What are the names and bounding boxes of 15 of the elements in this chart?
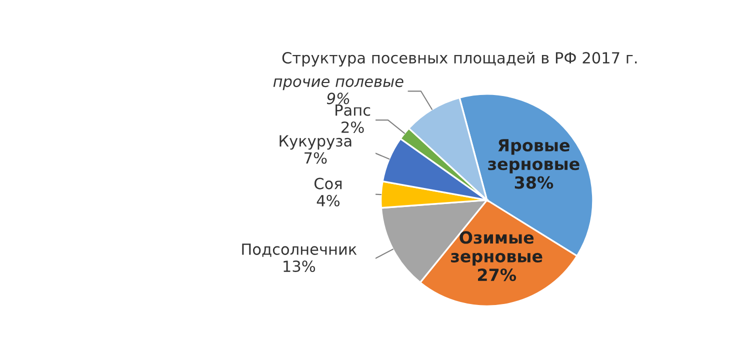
data-label: 13% — [284, 260, 316, 272]
data-label: 9% — [326, 92, 350, 104]
chart-title: Структура посевных площадей в РФ 2017 г. — [282, 52, 637, 67]
data-label: 38% — [514, 176, 554, 189]
slice-label: прочие полевые — [273, 78, 404, 90]
slice-label: Озимые зерновые — [451, 231, 542, 266]
slice-label: Яровые зерновые — [488, 139, 580, 174]
data-label: 27% — [478, 268, 516, 282]
slice-label: Кукуруза — [280, 135, 352, 150]
data-label: 4% — [316, 194, 340, 206]
slice-label: Рапс — [336, 104, 370, 116]
slice-label: Соя — [314, 178, 342, 190]
data-label: 7% — [304, 152, 327, 164]
data-label: 2% — [342, 121, 364, 133]
slice-label: Подсолнечник — [242, 244, 357, 257]
